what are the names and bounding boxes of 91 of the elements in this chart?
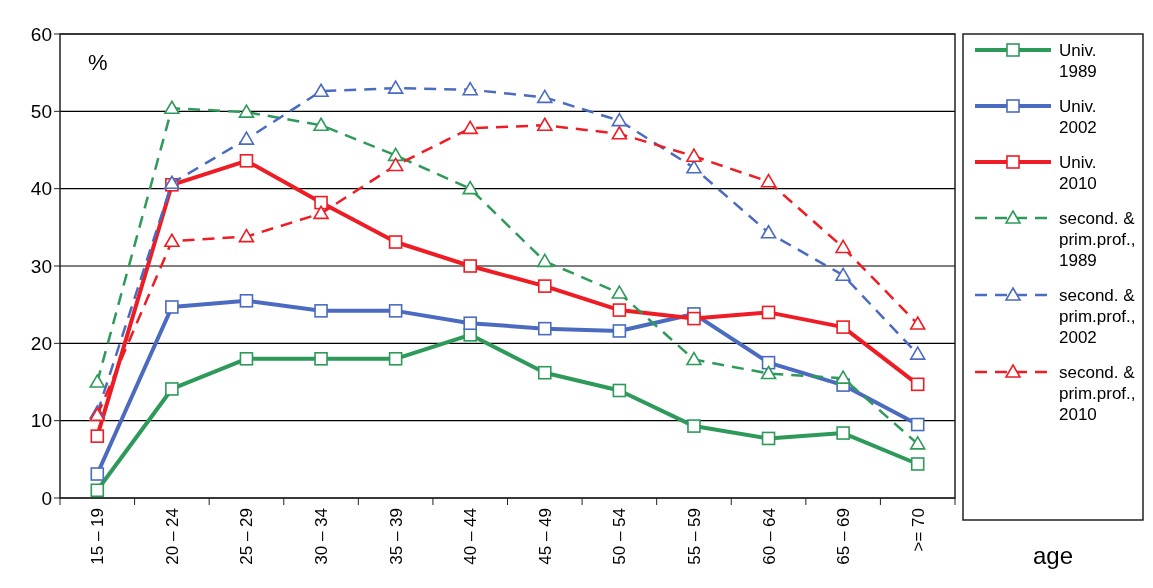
point — [239, 294, 254, 308]
legend-label: second. & prim.prof., 2002 — [1059, 285, 1136, 347]
point — [910, 417, 925, 432]
x-tick-label: 20 – 24 — [162, 508, 182, 565]
point — [686, 148, 702, 162]
point — [909, 346, 926, 360]
point — [313, 117, 329, 132]
point — [313, 83, 329, 98]
point — [238, 228, 255, 243]
point — [910, 457, 925, 471]
point — [909, 436, 926, 450]
y-tick-label: 0 — [41, 487, 52, 509]
point — [536, 117, 553, 132]
point — [463, 316, 478, 331]
point — [314, 304, 328, 318]
point — [387, 157, 404, 172]
point — [164, 100, 180, 115]
point — [835, 239, 851, 254]
point — [387, 147, 404, 162]
point — [388, 304, 403, 318]
y-tick-label: 50 — [30, 100, 52, 122]
legend-label: second. & prim.prof., 1989 — [1059, 208, 1136, 270]
point — [388, 352, 403, 366]
point — [835, 370, 851, 384]
point — [835, 267, 851, 282]
point — [536, 89, 553, 104]
point — [612, 303, 627, 317]
x-tick-label: 15 – 19 — [88, 508, 108, 565]
point — [238, 104, 255, 118]
point — [388, 235, 403, 249]
x-tick-label: 25 – 29 — [237, 508, 257, 565]
x-tick-label: >= 70 — [908, 508, 928, 552]
point — [910, 377, 925, 392]
y-tick-label: 40 — [30, 178, 52, 200]
x-axis-title: age — [1032, 542, 1074, 569]
point — [687, 419, 701, 433]
y-axis-title: % — [88, 50, 108, 75]
point — [238, 131, 255, 145]
point — [909, 316, 926, 330]
y-tick-label: 20 — [30, 332, 52, 354]
legend-label: Univ. 1989 — [1059, 40, 1097, 81]
point — [611, 285, 628, 299]
point — [836, 320, 850, 334]
point — [611, 125, 628, 140]
legend-label: Univ. 2010 — [1059, 152, 1097, 193]
x-tick-label: 35 – 39 — [386, 508, 406, 565]
point — [89, 374, 106, 388]
point — [537, 365, 552, 380]
y-tick-label: 60 — [30, 23, 52, 45]
x-tick-label: 60 – 64 — [759, 508, 779, 565]
x-tick-label: 50 – 54 — [610, 508, 630, 565]
y-tick-label: 10 — [30, 410, 52, 432]
point — [387, 80, 404, 94]
point — [90, 483, 105, 498]
point — [164, 233, 180, 248]
legend-label: Univ. 2002 — [1059, 96, 1097, 137]
point — [760, 224, 777, 239]
point — [687, 311, 701, 326]
point — [314, 352, 328, 366]
x-tick-label: 30 – 34 — [312, 508, 332, 565]
x-tick-label: 55 – 59 — [684, 508, 704, 565]
x-tick-label: 65 – 69 — [834, 508, 854, 565]
y-tick-label: 30 — [30, 255, 52, 277]
point — [761, 305, 776, 320]
point — [536, 253, 553, 268]
point — [611, 112, 628, 127]
point — [612, 324, 627, 338]
x-tick-label: 45 – 49 — [535, 508, 555, 565]
point — [612, 383, 627, 398]
point — [314, 195, 328, 210]
point — [90, 429, 105, 443]
point — [836, 426, 850, 440]
point — [165, 382, 179, 396]
point — [537, 279, 552, 293]
point — [462, 81, 479, 96]
point — [761, 431, 776, 446]
point — [239, 154, 254, 168]
point — [239, 352, 254, 366]
point — [90, 467, 105, 481]
point — [165, 300, 179, 314]
point — [463, 328, 478, 342]
point — [686, 351, 702, 366]
point — [462, 120, 479, 135]
point — [463, 259, 478, 273]
point — [537, 321, 552, 336]
legend-label: second. & prim.prof., 2010 — [1059, 362, 1136, 424]
point — [313, 205, 329, 220]
x-tick-label: 40 – 44 — [461, 508, 481, 565]
point — [760, 365, 777, 380]
point — [462, 180, 479, 195]
point — [760, 173, 777, 188]
